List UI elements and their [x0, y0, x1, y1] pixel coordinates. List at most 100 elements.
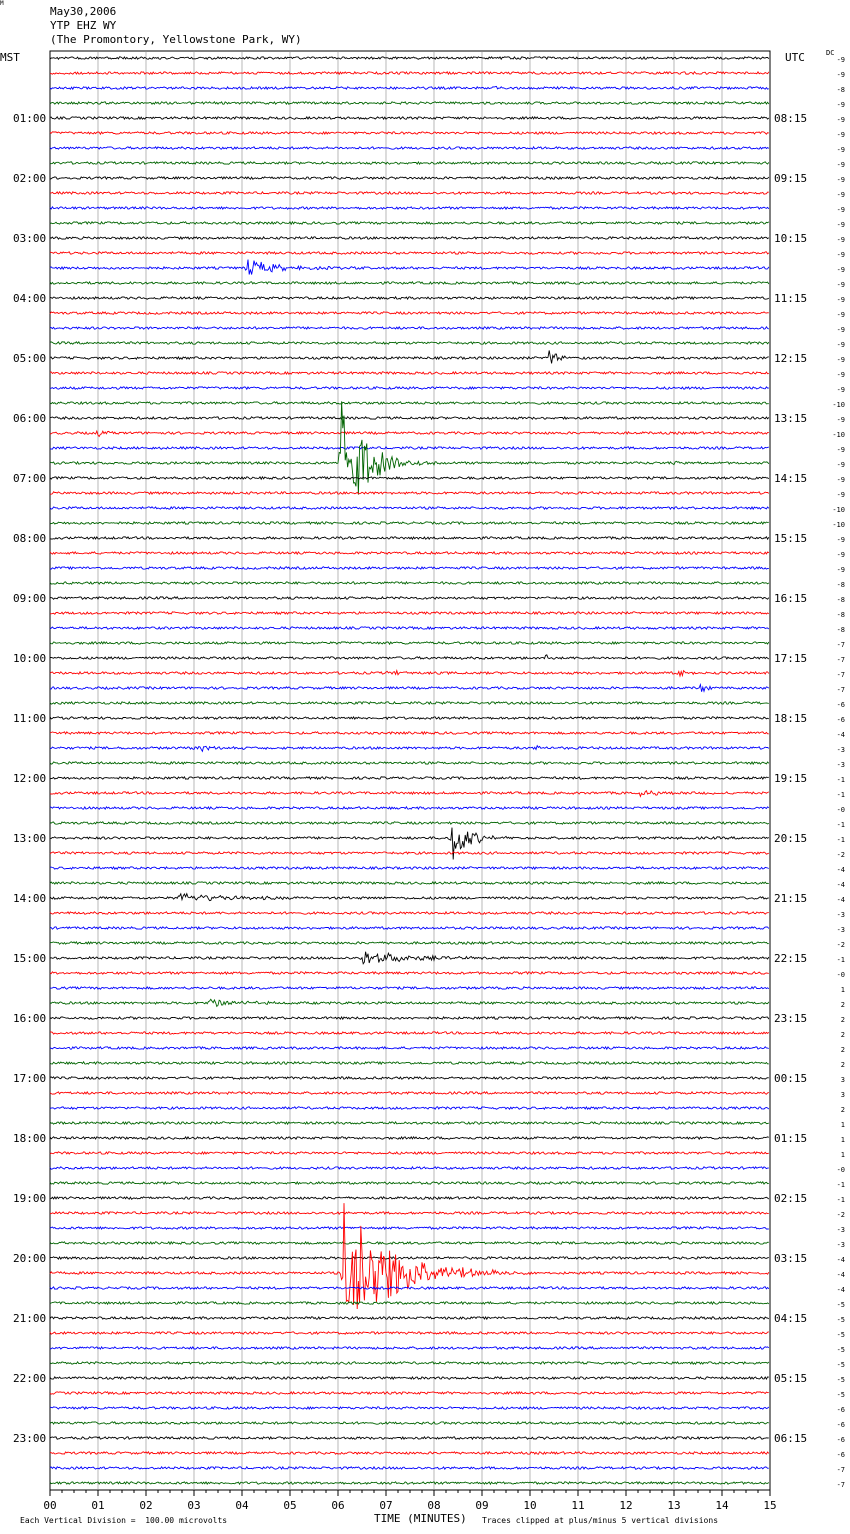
trace-81 — [49, 1203, 770, 1310]
x-tick-label: 07 — [379, 1499, 392, 1512]
trace-61 — [49, 970, 769, 976]
trace-60 — [49, 951, 770, 965]
dc-offset-value: -1 — [837, 1181, 845, 1189]
trace-78 — [49, 1226, 769, 1231]
dc-offset-value: -1 — [837, 776, 845, 784]
dc-offset-value: -4 — [837, 896, 845, 904]
dc-offset-value: -0 — [837, 971, 845, 979]
x-tick-label: 03 — [187, 1499, 200, 1512]
clip-note: Traces clipped at plus/minus 5 vertical … — [482, 1516, 719, 1525]
x-tick-label: 12 — [619, 1499, 632, 1512]
left-hour-label: 07:00 — [13, 472, 46, 485]
right-hour-label: 02:15 — [774, 1192, 807, 1205]
trace-95 — [49, 1481, 770, 1486]
trace-85 — [49, 1330, 769, 1336]
trace-12 — [49, 235, 770, 241]
dc-offset-value: -5 — [837, 1361, 845, 1369]
dc-offset-value: -3 — [837, 761, 845, 769]
trace-35 — [49, 581, 770, 586]
dc-offset-value: -5 — [837, 1331, 845, 1339]
right-hour-label: 10:15 — [774, 232, 807, 245]
dc-offset-value: 2 — [841, 1031, 845, 1039]
trace-41 — [49, 669, 770, 678]
x-tick-label: 05 — [283, 1499, 296, 1512]
dc-offset-value: -6 — [837, 701, 845, 709]
right-hour-label: 05:15 — [774, 1372, 807, 1385]
right-hour-label: 21:15 — [774, 892, 807, 905]
trace-68 — [49, 1075, 769, 1081]
x-tick-label: 14 — [715, 1499, 729, 1512]
trace-11 — [49, 220, 770, 226]
trace-89 — [49, 1390, 769, 1396]
dc-offset-value: -9 — [837, 206, 845, 214]
trace-38 — [49, 625, 770, 631]
dc-offset-value: -10 — [832, 401, 845, 409]
right-hour-label: 16:15 — [774, 592, 807, 605]
left-hour-label: 16:00 — [13, 1012, 46, 1025]
corner-mark: M — [0, 0, 4, 7]
right-hour-label: 04:15 — [774, 1312, 807, 1325]
dc-offset-value: -8 — [837, 626, 845, 634]
right-hour-label: 14:15 — [774, 472, 807, 485]
x-tick-label: 11 — [571, 1499, 584, 1512]
dc-offset-value: 1 — [841, 986, 845, 994]
trace-64 — [49, 1015, 770, 1021]
trace-69 — [49, 1090, 769, 1095]
dc-offset-value: -9 — [837, 491, 845, 499]
dc-offset-value: -6 — [837, 1451, 845, 1459]
dc-offset-value: -4 — [837, 866, 845, 874]
dc-offset-value: 1 — [841, 1151, 845, 1159]
station-location: (The Promontory, Yellowstone Park, WY) — [50, 33, 302, 46]
trace-44 — [49, 715, 770, 721]
dc-offset-value: 3 — [841, 1091, 845, 1099]
trace-20 — [49, 350, 769, 364]
left-hour-label: 11:00 — [13, 712, 46, 725]
dc-offset-value: -5 — [837, 1316, 845, 1324]
dc-offset-value: -5 — [837, 1301, 845, 1309]
trace-59 — [49, 940, 769, 945]
right-hour-label: 03:15 — [774, 1252, 807, 1265]
dc-offset-value: -9 — [837, 341, 845, 349]
left-hour-label: 17:00 — [13, 1072, 46, 1085]
trace-50 — [49, 805, 770, 811]
trace-37 — [49, 610, 770, 616]
dc-offset-value: -3 — [837, 1226, 845, 1234]
trace-80 — [49, 1255, 769, 1261]
left-hour-label: 12:00 — [13, 772, 46, 785]
dc-offset-value: -2 — [837, 851, 845, 859]
time-grid — [49, 50, 771, 1491]
trace-28 — [49, 475, 770, 481]
trace-5 — [49, 130, 769, 136]
dc-offset-value: -7 — [837, 671, 845, 679]
trace-10 — [49, 205, 770, 211]
dc-offset-value: -9 — [837, 56, 845, 64]
trace-46 — [49, 744, 770, 753]
dc-offset-value: -9 — [837, 416, 845, 424]
trace-18 — [49, 325, 769, 331]
trace-0 — [49, 55, 770, 61]
left-hour-label: 21:00 — [13, 1312, 46, 1325]
dc-offset-value: 1 — [841, 1136, 845, 1144]
trace-82 — [49, 1285, 770, 1291]
trace-54 — [49, 865, 769, 871]
dc-offset-value: -8 — [837, 86, 845, 94]
right-hour-label: 22:15 — [774, 952, 807, 965]
x-tick-label: 06 — [331, 1499, 344, 1512]
trace-30 — [49, 505, 770, 511]
dc-offset-value: -4 — [837, 881, 845, 889]
record-date: May30,2006 — [50, 5, 117, 18]
dc-offset-value: 2 — [841, 1016, 845, 1024]
dc-offset-value: 2 — [841, 1106, 845, 1114]
trace-88 — [49, 1375, 769, 1381]
left-hour-label: 08:00 — [13, 532, 46, 545]
trace-74 — [49, 1165, 769, 1170]
scale-note: Each Vertical Division = 100.00 microvol… — [20, 1516, 228, 1525]
right-timezone-label: UTC — [785, 51, 805, 64]
dc-offset-value: -9 — [837, 101, 845, 109]
left-hour-label: 22:00 — [13, 1372, 46, 1385]
trace-73 — [49, 1150, 769, 1156]
right-hour-label: 06:15 — [774, 1432, 807, 1445]
trace-87 — [49, 1360, 770, 1365]
dc-offset-value: -9 — [837, 131, 845, 139]
